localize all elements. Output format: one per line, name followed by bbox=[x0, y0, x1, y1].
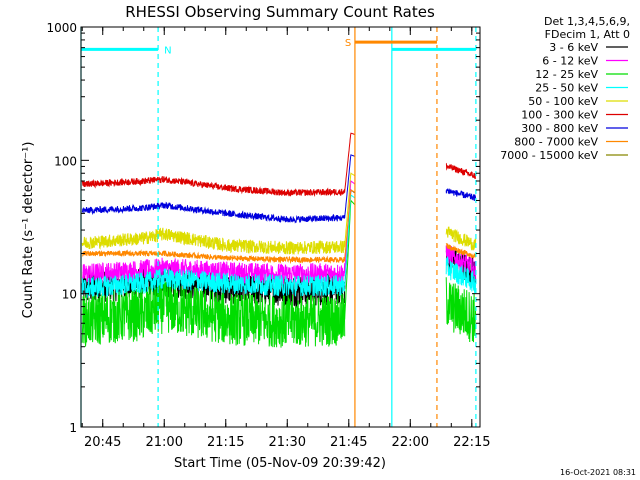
series-line-100to300keV bbox=[81, 132, 477, 198]
x-axis-label: Start Time (05-Nov-09 20:39:42) bbox=[174, 456, 386, 471]
y-axis-label: Count Rate (s⁻¹ detector⁻¹) bbox=[21, 142, 36, 319]
legend-label: 12 - 25 keV bbox=[535, 68, 598, 81]
flag-label-S: S bbox=[345, 38, 351, 49]
legend-label: 7000 - 15000 keV bbox=[500, 149, 598, 162]
legend-label: 3 - 6 keV bbox=[549, 41, 598, 54]
legend-header-line: Det 1,3,4,5,6,9, bbox=[544, 15, 630, 28]
generation-timestamp: 16-Oct-2021 08:31 bbox=[560, 468, 636, 477]
x-tick-label: 20:45 bbox=[84, 435, 121, 450]
legend-label: 50 - 100 keV bbox=[528, 95, 598, 108]
legend-label: 25 - 50 keV bbox=[535, 82, 598, 95]
y-tick-label: 100 bbox=[54, 154, 77, 168]
series-line-800to7000keV bbox=[82, 188, 477, 265]
data-layer: NS bbox=[80, 27, 477, 427]
axes-layer: 1 10 100 1000 20:45 21:00 21:15 21:30 21:45 22:00… bbox=[46, 21, 490, 450]
x-tick-label: 21:30 bbox=[269, 435, 306, 450]
x-tick-label: 22:15 bbox=[453, 435, 490, 450]
series-line-50to100keV bbox=[81, 172, 477, 255]
legend-header-line: FDecim 1, Att 0 bbox=[545, 28, 630, 41]
legend-label: 300 - 800 keV bbox=[521, 122, 598, 135]
x-tick-label: 21:15 bbox=[207, 435, 244, 450]
flag-label-N: N bbox=[164, 45, 171, 56]
legend-label: 100 - 300 keV bbox=[521, 109, 598, 122]
legend-label: 6 - 12 keV bbox=[542, 55, 598, 68]
series-line-300to800keV bbox=[81, 154, 477, 224]
y-tick-label: 1 bbox=[69, 421, 77, 435]
x-tick-label: 21:45 bbox=[330, 435, 367, 450]
legend: Det 1,3,4,5,6,9,FDecim 1, Att 03 - 6 keV… bbox=[500, 15, 630, 162]
x-tick-label: 21:00 bbox=[146, 435, 183, 450]
series-line-25to50keV bbox=[81, 194, 477, 298]
y-tick-label: 1000 bbox=[46, 21, 77, 35]
y-tick-label: 10 bbox=[62, 288, 77, 302]
x-tick-label: 22:00 bbox=[392, 435, 429, 450]
plot-frame bbox=[80, 26, 481, 428]
legend-label: 800 - 7000 keV bbox=[514, 136, 598, 149]
chart-title: RHESSI Observing Summary Count Rates bbox=[125, 3, 435, 21]
